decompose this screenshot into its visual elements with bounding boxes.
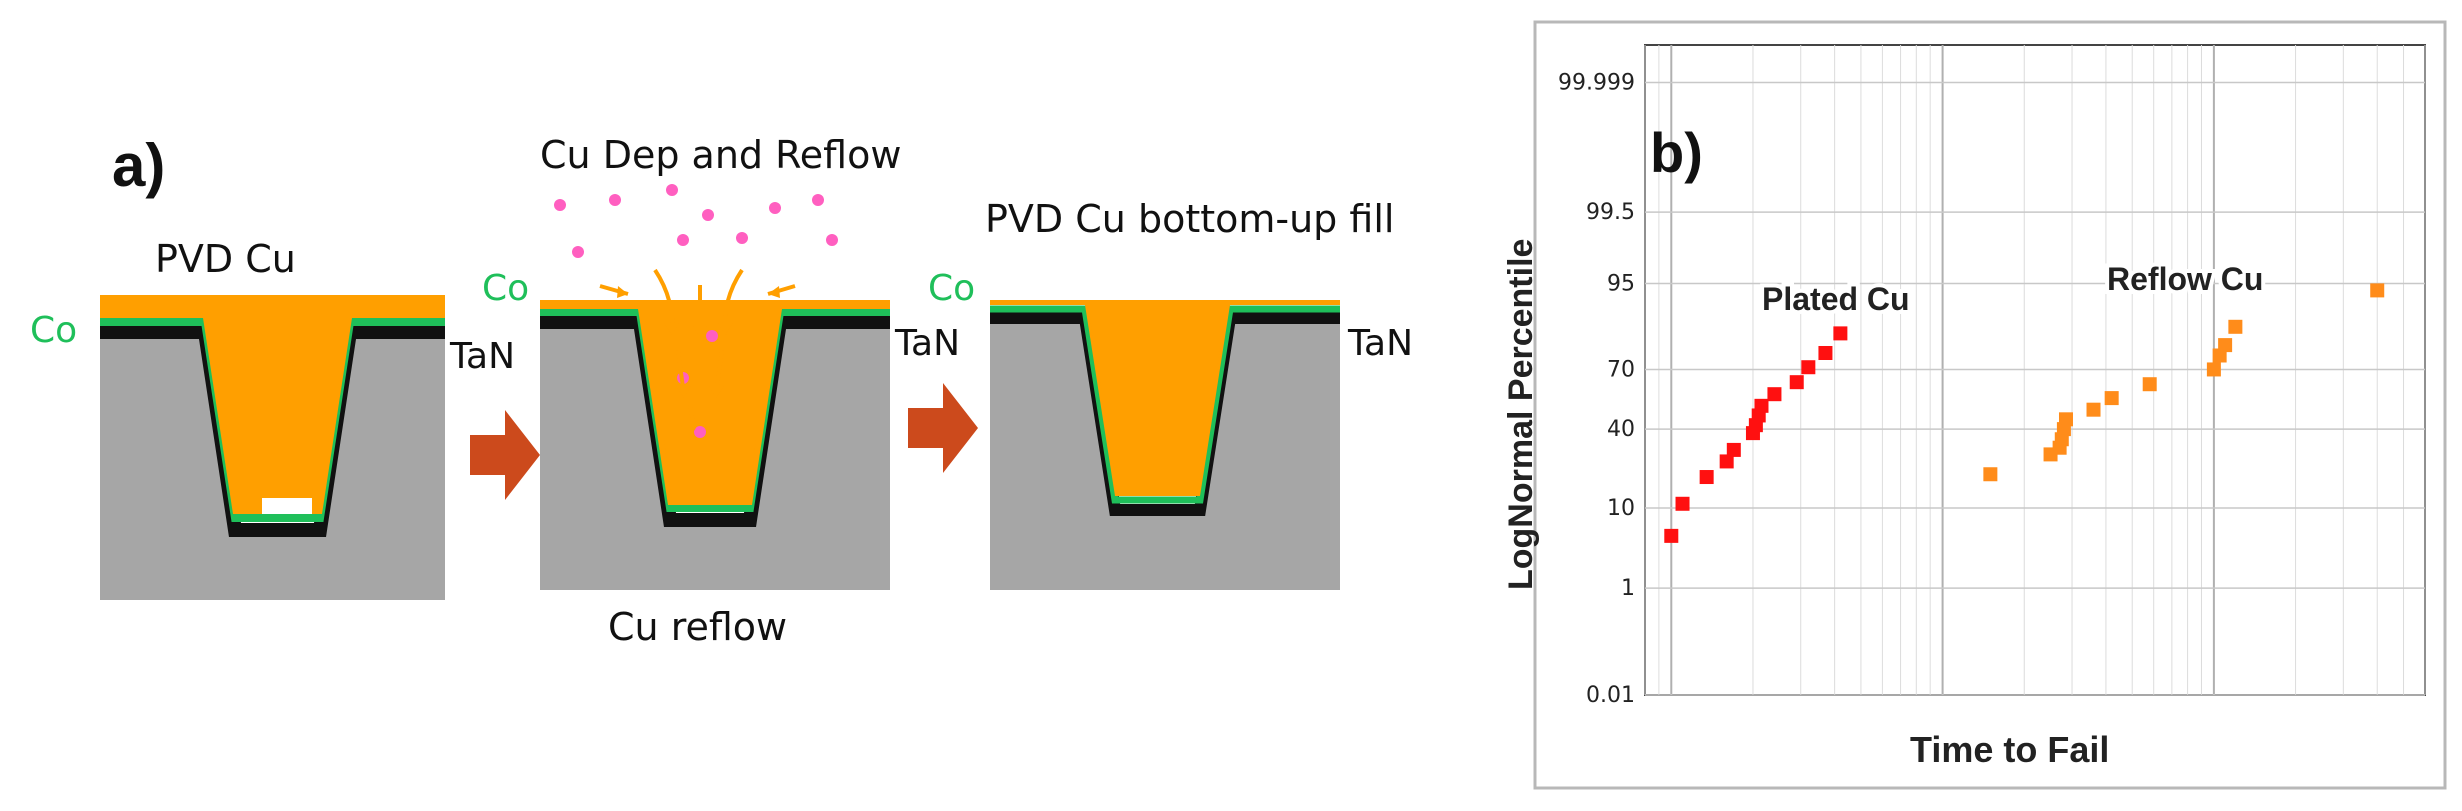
- stage3-cu-trench: [1088, 307, 1227, 494]
- stage-pvd-cu: PVD Cu Co TaN: [30, 237, 515, 600]
- y-tick-label: 40: [1607, 417, 1635, 442]
- process-arrow-1: [470, 410, 540, 500]
- plated-cu-point: [1726, 442, 1741, 457]
- plated-cu-point: [1675, 496, 1690, 511]
- plated-cu-point: [1833, 326, 1848, 341]
- reflow-cu-point: [2142, 377, 2157, 392]
- y-tick-label: 99.999: [1558, 70, 1635, 95]
- plated-cu-point: [1767, 387, 1782, 402]
- stage2-caption: Cu reflow: [608, 605, 787, 649]
- y-axis-title: LogNormal Percentile: [1502, 239, 1540, 590]
- stage2-co-liner: [540, 308, 890, 512]
- stage3-substrate: [990, 322, 1340, 590]
- plated-cu-point: [1719, 454, 1734, 469]
- stage3-tan-liner: [990, 312, 1340, 516]
- stage2-reflow-arrows: [599, 268, 796, 431]
- stage3-co-liner: [990, 305, 1340, 504]
- stage2-cu-particles: [554, 184, 838, 438]
- stage1-substrate: [100, 335, 445, 600]
- stage1-tan-label: TaN: [449, 336, 515, 377]
- stage2-cu-bottom-fill: [664, 440, 756, 505]
- plated-cu-point: [1789, 375, 1804, 390]
- x-axis-title: Time to Fail: [1910, 729, 2109, 770]
- stage-pvd-cu-bottom-up-fill: PVD Cu bottom-up fill Co TaN: [928, 197, 1413, 590]
- stage2-co-label: Co: [482, 268, 529, 309]
- stage2-substrate: [540, 325, 890, 590]
- stage2-title: Cu Dep and Reflow: [540, 133, 901, 177]
- plated-cu-point: [1664, 528, 1679, 543]
- reflow-cu-point: [2086, 402, 2101, 417]
- stage2-tan-label: TaN: [894, 323, 960, 364]
- stage2-tan-liner: [540, 315, 890, 527]
- y-tick-label: 95: [1607, 271, 1635, 296]
- stage3-co-label: Co: [928, 268, 975, 309]
- panel-b-label: b): [1650, 121, 1703, 184]
- y-tick-label: 99.5: [1586, 200, 1635, 225]
- panel-b: 99.999 99.5 95 70 40 10 1 0.01 b) Plated Cu Ref…: [1502, 20, 2447, 790]
- stage-cu-dep-reflow: Cu Dep and Reflow: [482, 133, 960, 649]
- y-tick-label: 70: [1607, 357, 1635, 382]
- stage1-cu-overhang: [100, 295, 445, 514]
- y-tick-label: 1: [1621, 576, 1635, 601]
- reflow-cu-point: [1983, 467, 1998, 482]
- data-points: [1664, 283, 2385, 543]
- stage3-title: PVD Cu bottom-up fill: [985, 197, 1394, 241]
- annotation-plated-cu: Plated Cu: [1762, 281, 1910, 317]
- plated-cu-point: [1801, 360, 1816, 375]
- plated-cu-point: [1818, 345, 1833, 360]
- stage2-cu-film: [540, 300, 890, 505]
- plated-cu-point: [1754, 398, 1769, 413]
- y-tick-label: 0.01: [1586, 683, 1635, 708]
- annotation-reflow-cu: Reflow Cu: [2107, 261, 2263, 297]
- panel-a: a) PVD Cu Co TaN Cu Dep and Reflow: [30, 132, 1413, 649]
- reflow-cu-point: [2218, 338, 2233, 353]
- stage1-co-liner: [100, 318, 445, 522]
- reflow-cu-point: [2104, 391, 2119, 406]
- reflow-cu-point: [2228, 319, 2243, 334]
- plated-cu-point: [1699, 470, 1714, 485]
- stage1-tan-liner: [100, 325, 445, 537]
- y-tick-label: 10: [1607, 496, 1635, 521]
- panel-a-label: a): [112, 132, 165, 199]
- grid-lines: [1644, 45, 2426, 696]
- stage1-co-label: Co: [30, 310, 77, 351]
- reflow-cu-point: [2058, 412, 2073, 427]
- reflow-cu-point: [2370, 283, 2385, 298]
- process-arrow-2: [908, 383, 978, 473]
- stage3-tan-label: TaN: [1347, 323, 1413, 364]
- y-tick-labels: 99.999 99.5 95 70 40 10 1 0.01: [1558, 70, 1635, 708]
- stage1-title: PVD Cu: [155, 237, 296, 281]
- reflow-cu-point: [2206, 362, 2221, 377]
